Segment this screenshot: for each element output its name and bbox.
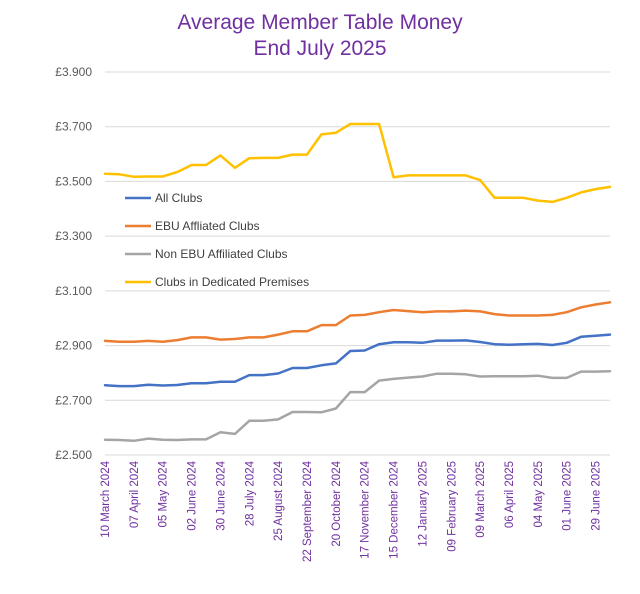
x-tick-label: 10 March 2024	[100, 460, 112, 537]
x-tick-label: 06 April 2025	[504, 461, 516, 528]
series-lines	[103, 122, 612, 443]
y-tick-label: £3.300	[55, 229, 92, 243]
x-tick-label: 09 February 2025	[446, 461, 458, 552]
y-tick-label: £2.500	[55, 448, 92, 462]
series-line-all-clubs	[103, 333, 612, 388]
y-tick-label: £2.900	[55, 339, 92, 353]
x-tick-label: 04 May 2025	[533, 461, 545, 528]
y-tick-label: £3.100	[55, 284, 92, 298]
chart-title-line-2: End July 2025	[253, 37, 387, 60]
x-tick-label: 15 December 2024	[389, 460, 401, 558]
chart-title-line-1: Average Member Table Money	[177, 11, 463, 34]
legend: All Clubs EBU Affliated Clubs Non EBU Affi…	[125, 191, 309, 289]
x-tick-label: 22 September 2024	[302, 460, 314, 562]
legend-label-ebu-affliated-clubs: EBU Affliated Clubs	[155, 219, 260, 233]
y-tick-label: £3.900	[55, 65, 92, 79]
x-tick-label: 02 June 2024	[187, 460, 199, 530]
series-line-non-ebu-affiliated-clubs	[103, 370, 612, 443]
x-tick-label: 29 June 2025	[591, 461, 603, 531]
x-tick-label: 12 January 2025	[417, 461, 429, 547]
y-axis-tick-labels: £2.500 £2.700 £2.900 £3.100 £3.300 £3.500 £3.7…	[55, 65, 92, 462]
chart-title: Average Member Table Money End July 2025	[0, 10, 640, 62]
y-tick-label: £3.700	[55, 120, 92, 134]
x-tick-label: 05 May 2024	[158, 460, 170, 527]
legend-label-all-clubs: All Clubs	[155, 191, 202, 205]
x-tick-label: 17 November 2024	[360, 460, 372, 558]
x-tick-label: 20 October 2024	[331, 460, 343, 546]
legend-label-non-ebu-affiliated-clubs: Non EBU Affiliated Clubs	[155, 247, 288, 261]
legend-label-clubs-in-dedicated-premises: Clubs in Dedicated Premises	[155, 275, 309, 289]
x-tick-label: 09 March 2025	[475, 461, 487, 538]
gridlines	[105, 71, 610, 456]
x-axis-tick-labels: 10 March 2024 07 April 2024 05 May 2024 02 …	[100, 460, 603, 562]
x-tick-label: 25 August 2024	[273, 460, 285, 541]
series-line-clubs-in-dedicated-premises	[103, 122, 612, 204]
x-tick-label: 01 June 2025	[562, 461, 574, 531]
x-tick-label: 30 June 2024	[215, 460, 227, 530]
y-tick-label: £3.500	[55, 174, 92, 188]
series-line-ebu-affliated-clubs	[103, 301, 612, 343]
y-tick-label: £2.700	[55, 393, 92, 407]
x-tick-label: 28 July 2024	[244, 460, 256, 526]
x-tick-label: 07 April 2024	[129, 460, 141, 528]
